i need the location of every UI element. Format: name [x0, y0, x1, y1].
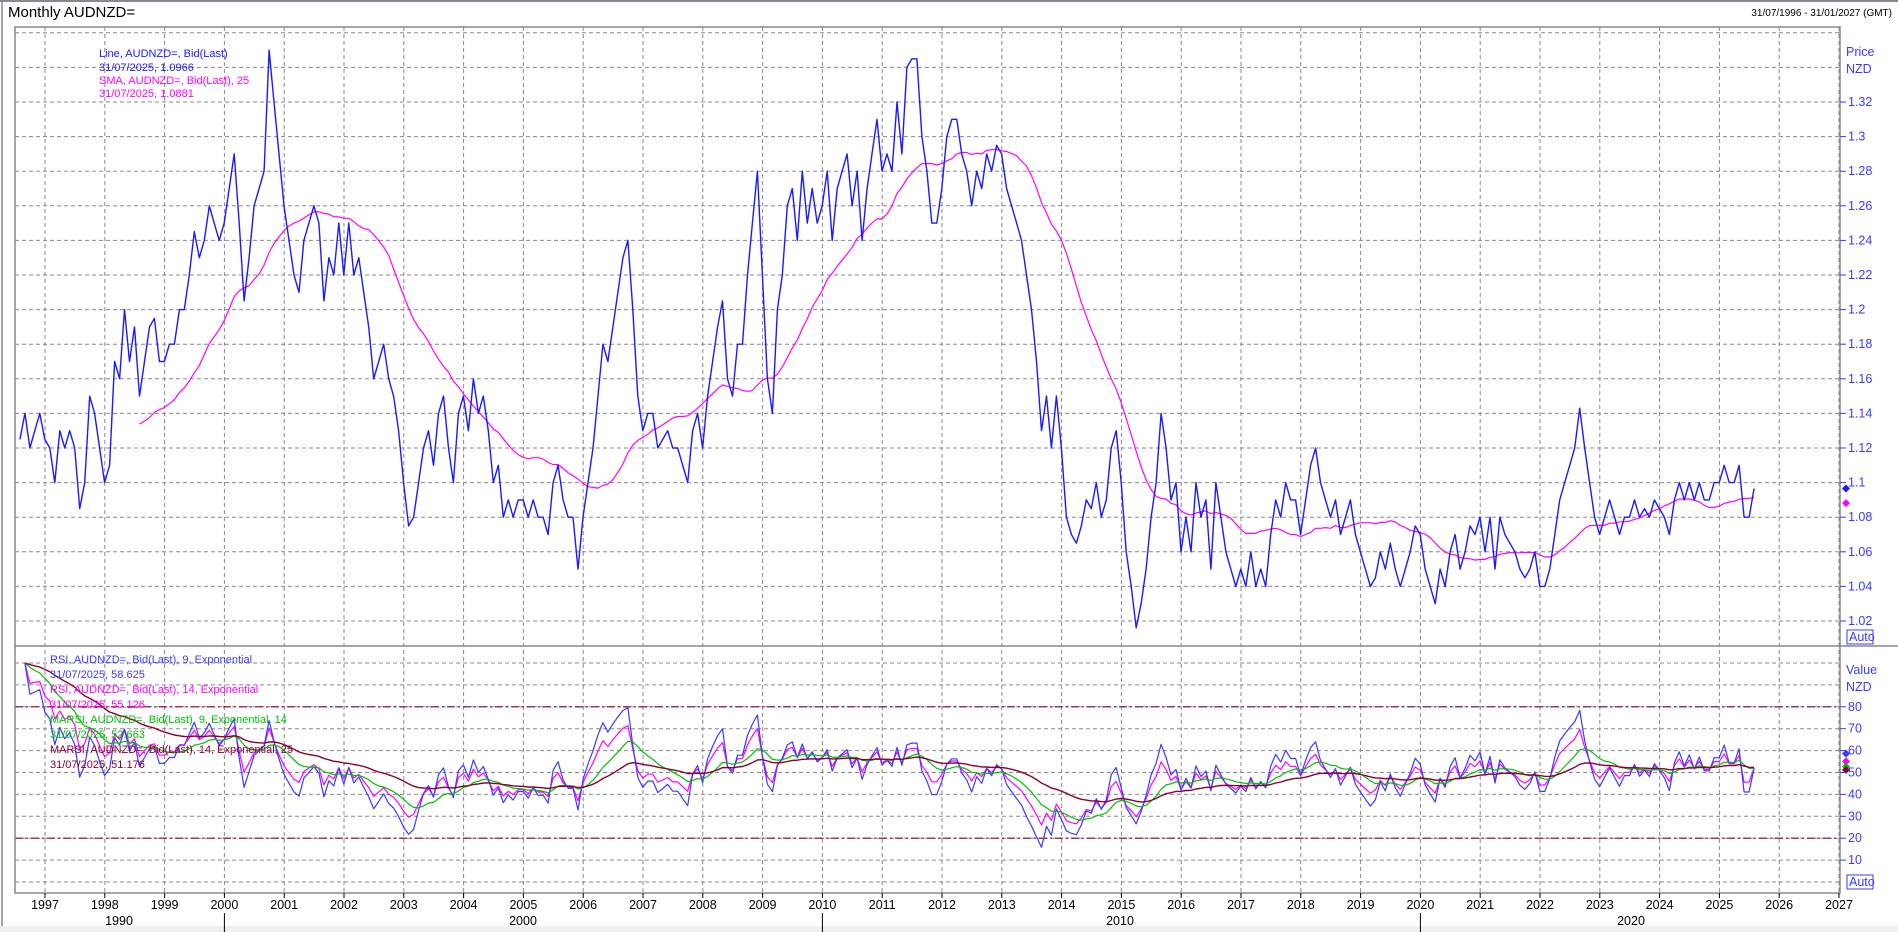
year-label: 2010	[808, 898, 836, 912]
indicator-legend: RSI, AUDNZD=, Bid(Last), 9, Exponential …	[50, 654, 293, 771]
year-label: 2008	[689, 898, 717, 912]
year-label: 2021	[1466, 898, 1494, 912]
price-tick-label: 1.04	[1848, 579, 1872, 593]
price-tick-label: 1.26	[1848, 199, 1872, 213]
indicator-tick-label: 20	[1848, 831, 1862, 845]
legend-rsi9-value: 31/07/2025, 58.625	[50, 669, 145, 681]
price-tick-label: 1.1	[1848, 476, 1865, 490]
legend-marsi14-value: 31/07/2025, 51.176	[50, 759, 145, 771]
year-label: 2018	[1287, 898, 1315, 912]
year-label: 2005	[509, 898, 537, 912]
price-tick-label: 1.08	[1848, 510, 1872, 524]
last-rsi9-marker-icon	[1842, 749, 1850, 758]
price-tick-label: 1.22	[1848, 268, 1872, 282]
legend-rsi9-label: RSI, AUDNZD=, Bid(Last), 9, Exponential	[50, 654, 252, 666]
last-marsi14-marker-icon	[1842, 765, 1850, 774]
sma-25-line	[139, 148, 1755, 561]
price-axis-title: Price	[1846, 45, 1875, 59]
legend-rsi14-value: 31/07/2025, 55.126	[50, 699, 145, 711]
grid	[15, 27, 1840, 893]
price-tick-label: 1.3	[1848, 130, 1865, 144]
year-label: 2007	[629, 898, 657, 912]
year-label: 2020	[1406, 898, 1434, 912]
year-label: 1998	[91, 898, 119, 912]
price-tick-label: 1.28	[1848, 164, 1872, 178]
x-axis: 1997 1998 1999 2000 2001 2002 2003 2004 2005 2006…	[31, 893, 1853, 932]
year-label: 2015	[1107, 898, 1135, 912]
decade-label: 2020	[1617, 914, 1645, 928]
year-label: 2026	[1765, 898, 1793, 912]
legend-sma-label: SMA, AUDNZD=, Bid(Last), 25	[99, 75, 249, 87]
year-label: 2017	[1227, 898, 1255, 912]
legend-line-label: Line, AUDNZD=, Bid(Last)	[99, 48, 228, 60]
price-tick-label: 1.02	[1848, 614, 1872, 628]
price-axis-unit: NZD	[1846, 62, 1872, 76]
indicator-axis-unit: NZD	[1846, 680, 1872, 694]
year-label: 2024	[1646, 898, 1674, 912]
year-label: 2025	[1705, 898, 1733, 912]
year-label: 2011	[869, 898, 896, 912]
indicator-tick-label: 50	[1848, 766, 1862, 780]
decade-label: 2000	[509, 914, 537, 928]
year-label: 2027	[1825, 898, 1853, 912]
indicator-axis-title: Value	[1846, 663, 1877, 677]
legend-marsi9-label: MARSI, AUDNZD=, Bid(Last), 9, Exponentia…	[50, 714, 287, 726]
legend-line-value: 31/07/2025, 1.0966	[99, 62, 194, 74]
indicator-auto-label[interactable]: Auto	[1849, 875, 1875, 889]
marsi-14-25-line	[24, 662, 1755, 803]
date-range: 31/07/1996 - 31/01/2027 (GMT)	[1751, 8, 1892, 19]
price-tick-label: 1.18	[1848, 337, 1872, 351]
year-label: 1997	[31, 898, 59, 912]
price-tick-label: 1.24	[1848, 233, 1872, 247]
year-label: 2013	[988, 898, 1016, 912]
year-label: 2019	[1347, 898, 1375, 912]
year-label: 2014	[1048, 898, 1076, 912]
decade-label: 1990	[105, 914, 133, 928]
last-sma-marker-icon	[1842, 499, 1850, 508]
indicator-auto-scale-button[interactable]	[1846, 874, 1874, 890]
price-auto-label[interactable]: Auto	[1849, 630, 1875, 644]
legend-marsi9-value: 31/07/2025, 52.663	[50, 729, 145, 741]
year-label: 1999	[151, 898, 179, 912]
last-rsi14-marker-icon	[1842, 757, 1850, 766]
year-label: 2004	[450, 898, 478, 912]
y-axis: 1.02 1.04 1.06 1.08 1.1 1.12 1.14 1.16 1.18 1.2 1.…	[1840, 95, 1872, 867]
chart-title: Monthly AUDNZD=	[8, 4, 135, 21]
indicator-tick-label: 10	[1848, 853, 1862, 867]
decade-label: 2010	[1106, 914, 1134, 928]
price-tick-label: 1.12	[1848, 441, 1872, 455]
plot-frame	[14, 26, 1841, 894]
year-label: 2022	[1526, 898, 1554, 912]
year-label: 2006	[569, 898, 597, 912]
year-label: 2003	[390, 898, 418, 912]
indicator-tick-label: 40	[1848, 787, 1862, 801]
price-tick-label: 1.14	[1848, 406, 1872, 420]
year-label: 2002	[330, 898, 358, 912]
price-tick-label: 1.2	[1848, 303, 1865, 317]
price-tick-label: 1.32	[1848, 95, 1872, 109]
indicator-tick-label: 60	[1848, 744, 1862, 758]
indicator-tick-label: 30	[1848, 809, 1862, 823]
year-label: 2009	[749, 898, 777, 912]
price-auto-scale-button[interactable]	[1846, 629, 1874, 645]
price-legend: Line, AUDNZD=, Bid(Last) 31/07/2025, 1.0…	[99, 48, 249, 100]
price-tick-label: 1.06	[1848, 545, 1872, 559]
year-label: 2016	[1167, 898, 1195, 912]
indicator-tick-label: 70	[1848, 722, 1862, 736]
audnzd-price-line	[19, 49, 1755, 629]
price-tick-label: 1.16	[1848, 372, 1872, 386]
series-layer	[19, 49, 1850, 848]
rsi-14-line	[24, 662, 1755, 826]
last-price-marker-icon	[1842, 484, 1850, 493]
year-label: 2000	[210, 898, 238, 912]
indicator-tick-label: 80	[1848, 700, 1862, 714]
legend-sma-value: 31/07/2025, 1.0881	[99, 88, 194, 100]
legend-marsi14-label: MARSI, AUDNZD=, Bid(Last), 14, Exponenti…	[50, 744, 293, 756]
legend-rsi14-label: RSI, AUDNZD=, Bid(Last), 14, Exponential	[50, 684, 258, 696]
year-label: 2001	[270, 898, 298, 912]
year-label: 2012	[928, 898, 956, 912]
year-label: 2023	[1586, 898, 1614, 912]
